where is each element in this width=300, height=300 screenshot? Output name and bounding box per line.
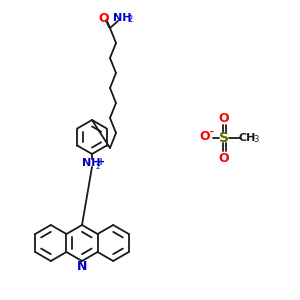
- Text: S: S: [219, 131, 229, 145]
- Text: NH: NH: [113, 13, 131, 23]
- Text: O: O: [219, 152, 229, 164]
- Text: 3: 3: [253, 136, 259, 145]
- Text: 2: 2: [128, 16, 133, 25]
- Text: CH: CH: [238, 133, 256, 143]
- Text: -: -: [210, 127, 214, 137]
- Text: +: +: [97, 157, 105, 167]
- Text: 2: 2: [96, 164, 100, 170]
- Text: O: O: [219, 112, 229, 124]
- Text: NH: NH: [82, 158, 100, 168]
- Text: O: O: [99, 11, 109, 25]
- Text: N: N: [77, 260, 87, 272]
- Text: O: O: [200, 130, 210, 142]
